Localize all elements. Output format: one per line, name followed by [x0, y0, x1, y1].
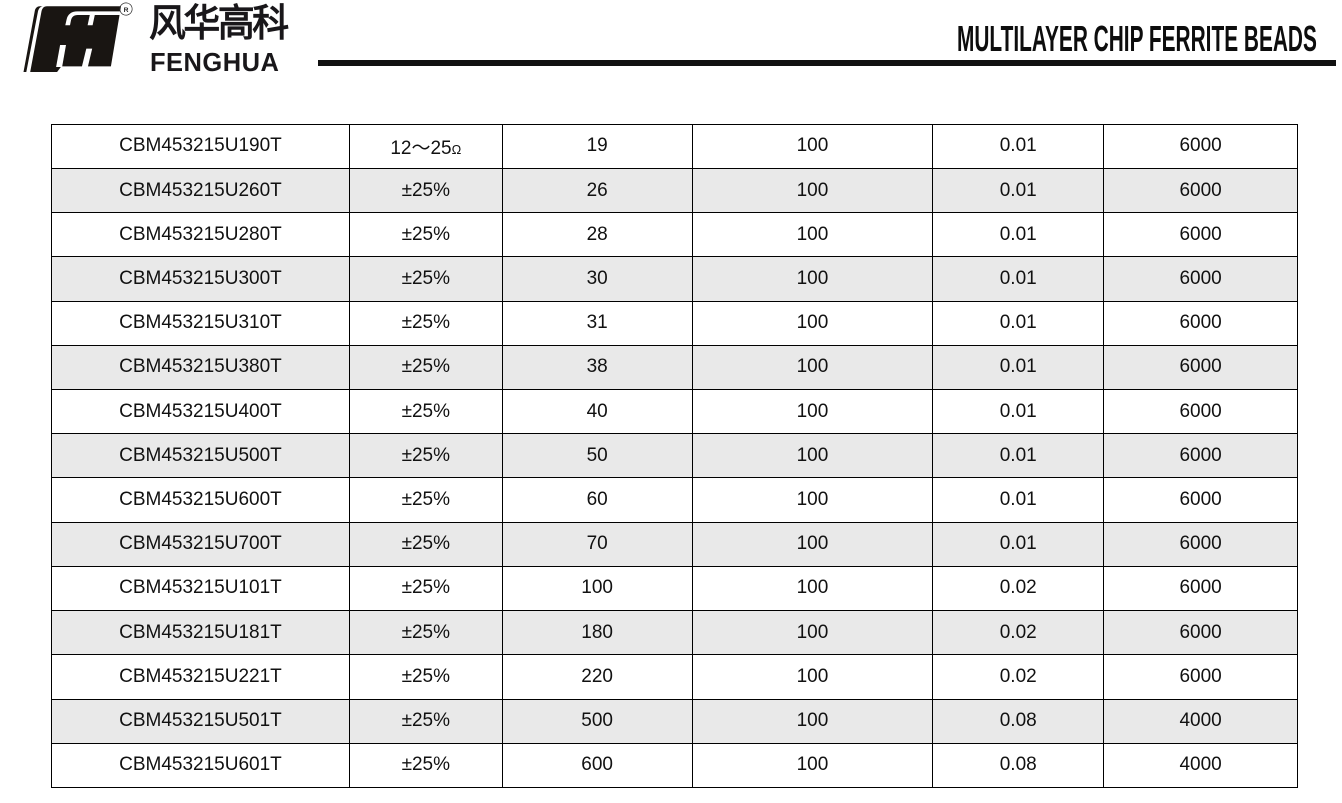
- svg-text:R: R: [124, 7, 129, 14]
